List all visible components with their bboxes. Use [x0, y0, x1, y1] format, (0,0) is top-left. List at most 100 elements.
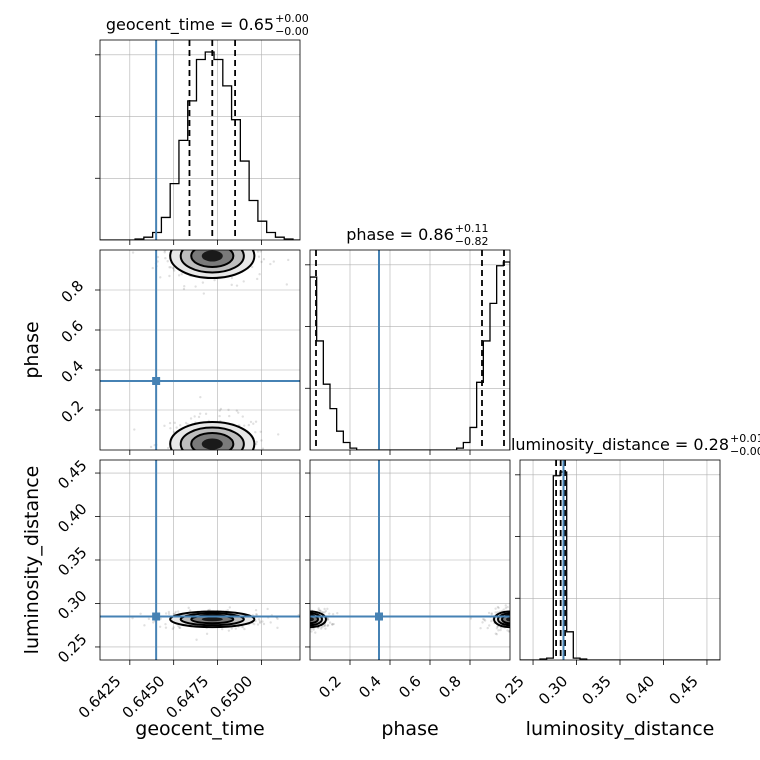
density-fill — [201, 617, 223, 622]
sample-point — [150, 457, 152, 459]
sample-point — [179, 424, 182, 427]
sample-point — [326, 617, 330, 621]
title-plus-error: +0.01 — [730, 432, 760, 445]
sample-point — [303, 619, 305, 621]
sample-point — [515, 616, 517, 618]
contour-line — [169, 421, 256, 450]
panel-title-luminosity_distance: luminosity_distance = 0.28 — [511, 435, 729, 455]
sample-point — [203, 241, 205, 243]
sample-point — [524, 612, 526, 614]
sample-point — [517, 622, 519, 624]
sample-point — [209, 242, 211, 244]
sample-point — [192, 242, 194, 244]
sample-point — [303, 619, 305, 621]
sample-point — [512, 620, 514, 622]
sample-point — [143, 624, 146, 627]
sample-point — [320, 627, 323, 630]
sample-point — [305, 615, 307, 617]
sample-point — [215, 463, 217, 465]
sample-point — [209, 231, 211, 233]
sample-point — [322, 625, 325, 628]
sample-point — [247, 247, 249, 249]
sample-point — [213, 235, 215, 237]
sample-point — [300, 621, 302, 623]
sample-point — [218, 244, 220, 246]
sample-point — [307, 616, 309, 618]
sample-point — [217, 247, 219, 249]
sample-point — [225, 469, 227, 471]
x-tick-label: 0.2 — [315, 672, 345, 702]
sample-point — [517, 617, 519, 619]
sample-point — [521, 610, 523, 612]
sample-point — [527, 620, 529, 622]
sample-point — [506, 629, 509, 632]
sample-point — [247, 423, 251, 427]
contour-line — [169, 610, 256, 629]
sample-point — [213, 242, 215, 244]
sample-point — [323, 623, 327, 627]
sample-point — [312, 628, 315, 631]
sample-point — [306, 618, 308, 620]
sample-point — [303, 623, 305, 625]
sample-point — [230, 244, 232, 246]
sample-point — [511, 614, 513, 616]
histogram-luminosity_distance — [520, 471, 720, 660]
sample-point — [291, 618, 293, 620]
sample-point — [521, 611, 523, 613]
sample-point — [147, 617, 151, 621]
sample-point — [292, 623, 294, 625]
y-tick-label: 0.35 — [54, 543, 90, 579]
sample-point — [326, 618, 330, 621]
sample-point — [302, 623, 304, 625]
sample-point — [187, 460, 189, 462]
sample-point — [185, 464, 187, 466]
sample-point — [482, 617, 485, 621]
sample-point — [305, 617, 307, 619]
sample-point — [182, 467, 184, 469]
sample-point — [180, 272, 183, 276]
sample-point — [196, 233, 198, 235]
sample-point — [238, 469, 240, 471]
sample-point — [287, 258, 290, 262]
sample-point — [189, 417, 193, 420]
sample-point — [495, 627, 499, 630]
sample-point — [306, 619, 308, 621]
sample-point — [241, 245, 243, 247]
sample-point — [513, 617, 515, 619]
sample-point — [179, 224, 181, 226]
sample-point — [204, 450, 206, 452]
sample-point — [195, 246, 197, 248]
sample-point — [300, 615, 302, 617]
sample-point — [527, 622, 529, 624]
sample-point — [304, 614, 306, 616]
sample-point — [185, 457, 187, 459]
sample-point — [307, 616, 309, 618]
sample-point — [537, 622, 539, 624]
sample-point — [201, 226, 203, 228]
sample-point — [193, 246, 195, 248]
sample-point — [303, 619, 305, 621]
sample-point — [173, 421, 176, 425]
sample-point — [308, 621, 310, 623]
panel-plot-area — [291, 460, 539, 660]
sample-point — [294, 619, 296, 621]
title-plus-error: +0.11 — [455, 222, 489, 235]
sample-point — [242, 246, 244, 248]
sample-point — [208, 236, 210, 238]
sample-point — [304, 619, 306, 621]
sample-point — [307, 609, 309, 611]
sample-point — [483, 618, 486, 621]
sample-point — [210, 246, 212, 248]
sample-point — [237, 451, 239, 453]
panel-geocent_time-geocent_time: geocent_time = 0.65 +0.00−0.00 — [95, 12, 309, 245]
sample-point — [310, 630, 313, 633]
sample-point — [223, 468, 225, 470]
contour-line — [190, 250, 235, 268]
sample-point — [193, 450, 195, 452]
panel-luminosity_distance-phase: 0.2 0.4 0.6 0.8 — [291, 459, 539, 702]
sample-point — [243, 627, 246, 631]
sample-point — [331, 622, 334, 626]
sample-point — [302, 613, 304, 615]
sample-point — [302, 612, 304, 614]
sample-point — [522, 619, 524, 621]
